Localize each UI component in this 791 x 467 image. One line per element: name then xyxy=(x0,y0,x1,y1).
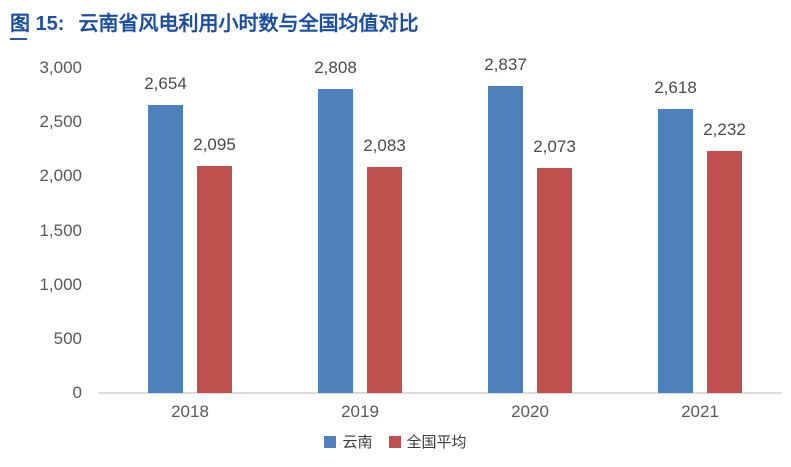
bar-yunnan-2019 xyxy=(318,88,353,393)
y-axis-tick-label: 2,000 xyxy=(39,166,82,186)
bar-yunnan-2020 xyxy=(488,85,523,393)
bar-value-label-national-avg-2021: 2,232 xyxy=(703,120,746,140)
legend-label-national-avg: 全国平均 xyxy=(406,434,467,451)
bar-value-label-yunnan-2021: 2,618 xyxy=(654,78,697,98)
figure-title-text: 云南省风电利用小时数与全国均值对比 xyxy=(78,13,419,35)
y-axis-tick-label: 1,000 xyxy=(39,274,82,294)
figure-number-label: 图 15: xyxy=(10,13,65,35)
bar-national-avg-2019 xyxy=(367,167,402,393)
legend-swatch-yunnan xyxy=(324,435,337,448)
y-axis-tick-label: 2,500 xyxy=(39,112,82,132)
bar-national-avg-2020 xyxy=(537,168,572,393)
figure-title: 图 15: 云南省风电利用小时数与全国均值对比 xyxy=(10,7,418,36)
title-underline xyxy=(10,38,27,40)
bar-value-label-yunnan-2019: 2,808 xyxy=(314,57,357,77)
bar-value-label-yunnan-2018: 2,654 xyxy=(144,74,187,94)
bar-yunnan-2018 xyxy=(148,105,183,393)
bar-value-label-yunnan-2020: 2,837 xyxy=(484,54,527,74)
bar-value-label-national-avg-2018: 2,095 xyxy=(193,135,236,155)
bar-national-avg-2021 xyxy=(707,151,742,393)
x-axis-tick-label: 2019 xyxy=(341,402,379,421)
x-axis-line xyxy=(98,392,782,394)
x-axis-tick-label: 2020 xyxy=(511,402,549,421)
bar-value-label-national-avg-2019: 2,083 xyxy=(363,136,406,156)
bar-value-label-national-avg-2020: 2,073 xyxy=(533,137,576,157)
y-axis-tick-label: 0 xyxy=(72,383,82,402)
chart-legend: 云南 全国平均 xyxy=(0,431,791,452)
legend-label-yunnan: 云南 xyxy=(342,434,373,451)
x-axis-tick-label: 2021 xyxy=(681,402,719,421)
y-axis-tick-label: 1,500 xyxy=(39,220,82,240)
y-axis-tick-label: 500 xyxy=(53,328,82,348)
legend-item-yunnan: 云南 xyxy=(324,431,373,452)
bar-national-avg-2018 xyxy=(197,166,232,393)
bar-yunnan-2021 xyxy=(658,109,693,393)
y-axis-tick-label: 3,000 xyxy=(39,58,82,77)
legend-swatch-national-avg xyxy=(388,435,401,448)
x-axis-tick-label: 2018 xyxy=(171,402,209,421)
legend-item-national-avg: 全国平均 xyxy=(388,431,467,452)
